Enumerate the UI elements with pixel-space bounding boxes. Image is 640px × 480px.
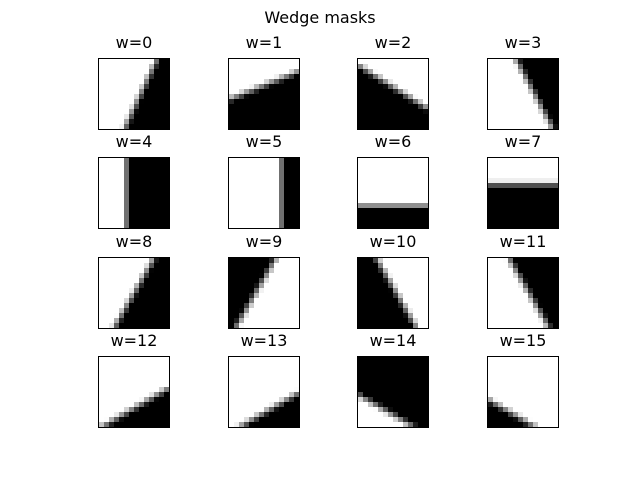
mask-image [487, 257, 559, 329]
mask-image [357, 157, 429, 229]
panel-title: w=8 [115, 232, 153, 251]
panel-title: w=15 [499, 331, 547, 350]
mask-image [487, 58, 559, 130]
mask-image-pixels [229, 59, 299, 129]
panel-title: w=5 [245, 132, 283, 151]
mask-image-pixels [358, 59, 428, 129]
mask-image-pixels [358, 258, 428, 328]
mask-image-pixels [488, 357, 558, 427]
panel-title: w=3 [504, 33, 542, 52]
mask-image [98, 356, 170, 428]
mask-image-pixels [488, 258, 558, 328]
mask-image-pixels [99, 357, 169, 427]
panel-title: w=2 [374, 33, 412, 52]
mask-image-pixels [99, 158, 169, 228]
mask-image [98, 157, 170, 229]
panel-title: w=12 [110, 331, 158, 350]
mask-image [357, 257, 429, 329]
mask-image-pixels [488, 59, 558, 129]
mask-image-pixels [99, 59, 169, 129]
panel-title: w=11 [499, 232, 547, 251]
panel-title: w=10 [369, 232, 417, 251]
mask-image [228, 157, 300, 229]
panel-title: w=13 [240, 331, 288, 350]
mask-image [98, 58, 170, 130]
panel-title: w=6 [374, 132, 412, 151]
mask-image-pixels [358, 158, 428, 228]
mask-image-pixels [488, 158, 558, 228]
mask-image-pixels [99, 258, 169, 328]
panel-title: w=4 [115, 132, 153, 151]
panel-title: w=0 [115, 33, 153, 52]
mask-image [487, 356, 559, 428]
panel-title: w=14 [369, 331, 417, 350]
mask-image-pixels [358, 357, 428, 427]
mask-image-pixels [229, 258, 299, 328]
mask-image [357, 356, 429, 428]
panel-title: w=1 [245, 33, 283, 52]
mask-image [98, 257, 170, 329]
panel-title: w=7 [504, 132, 542, 151]
mask-image [357, 58, 429, 130]
mask-image-pixels [229, 158, 299, 228]
mask-image [228, 257, 300, 329]
mask-image [228, 356, 300, 428]
mask-image-pixels [229, 357, 299, 427]
mask-image [228, 58, 300, 130]
figure-title: Wedge masks [264, 8, 376, 27]
panel-title: w=9 [245, 232, 283, 251]
mask-image [487, 157, 559, 229]
